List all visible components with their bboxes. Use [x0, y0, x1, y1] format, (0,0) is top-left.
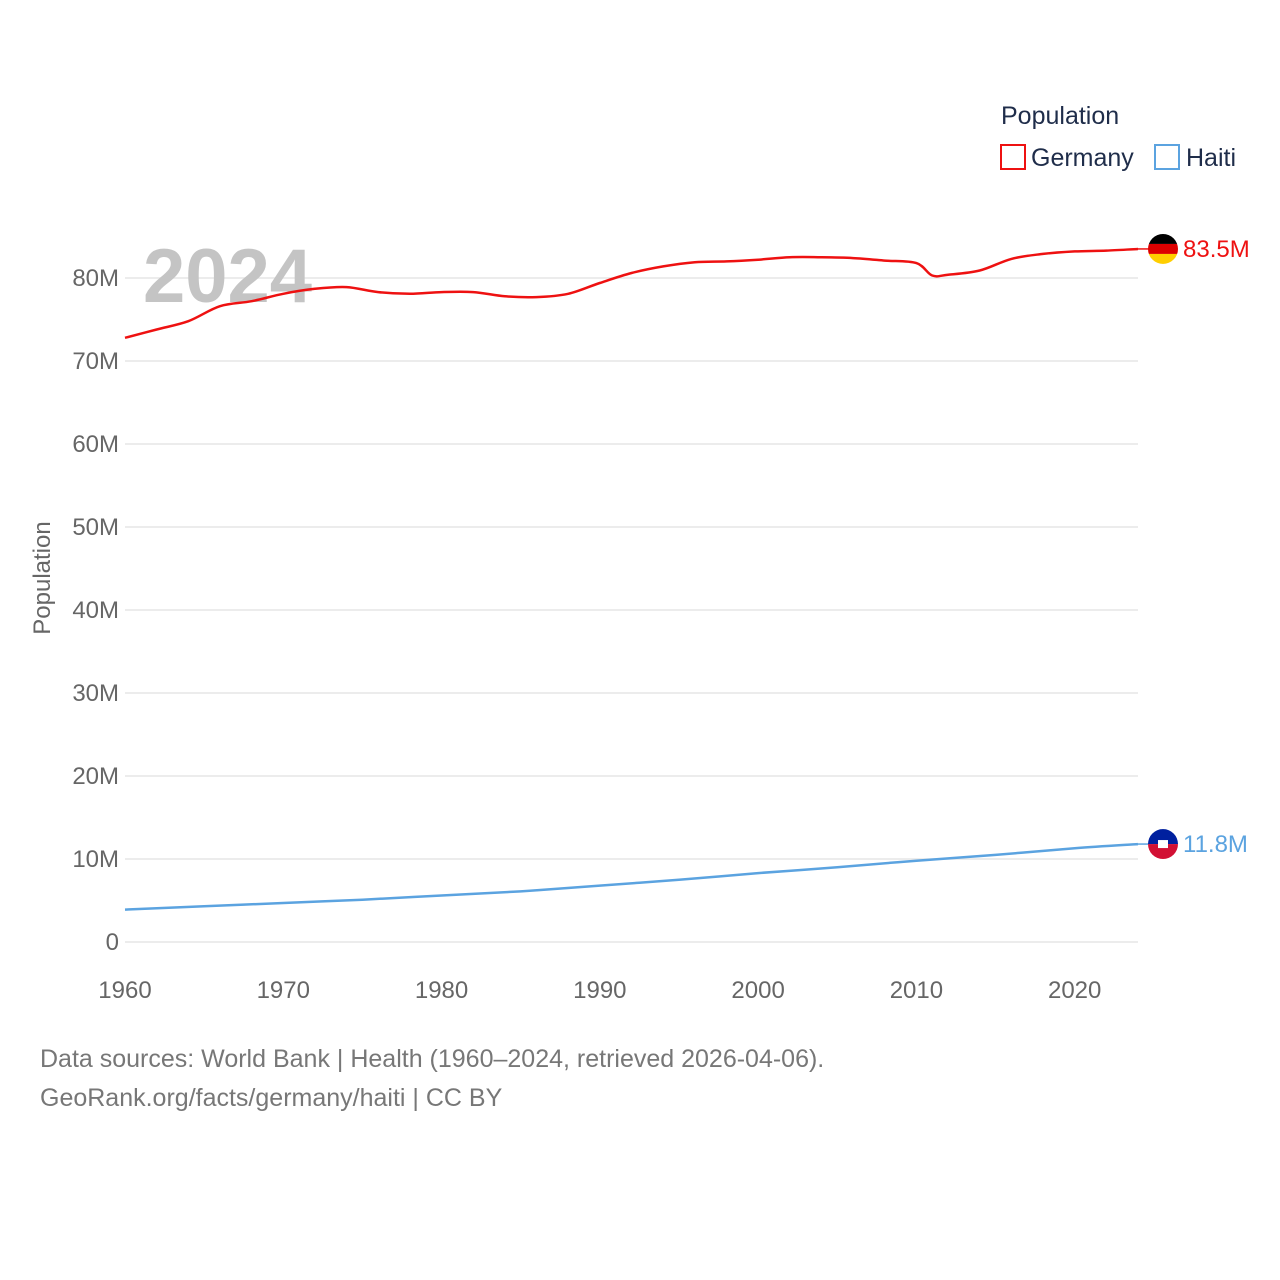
y-tick-10M: 10M — [72, 846, 119, 873]
flag-stripe — [1148, 253, 1178, 264]
y-axis-title: Population — [29, 521, 56, 634]
footer-source: Data sources: World Bank | Health (1960–… — [40, 1045, 825, 1073]
flag-stripe — [1148, 243, 1178, 254]
y-tick-0: 0 — [106, 929, 119, 956]
y-tick-80M: 80M — [72, 265, 119, 292]
series-line-germany — [124, 247, 1139, 340]
y-tick-50M: 50M — [72, 514, 119, 541]
x-tick-1960: 1960 — [98, 977, 151, 1004]
y-tick-60M: 60M — [72, 431, 119, 458]
y-tick-20M: 20M — [72, 763, 119, 790]
x-axis: 1960 1970 1980 1990 2000 2010 2020 — [98, 977, 1101, 1004]
series-lines — [124, 247, 1139, 911]
legend-swatch-haiti — [1154, 144, 1180, 170]
end-label-germany: 83.5M — [1183, 236, 1250, 263]
flag-stripe — [1148, 829, 1178, 845]
legend-title: Population — [1001, 102, 1119, 130]
legend-swatch-germany — [1000, 144, 1026, 170]
flag-stripe — [1148, 233, 1178, 244]
legend-label-germany: Germany — [1031, 144, 1134, 172]
year-watermark: 2024 — [143, 234, 312, 319]
series-line-haiti — [124, 842, 1139, 911]
x-tick-1970: 1970 — [257, 977, 310, 1004]
y-tick-30M: 30M — [72, 680, 119, 707]
legend-item-germany[interactable]: Germany — [1000, 144, 1134, 172]
haiti-flag — [1148, 829, 1178, 860]
y-tick-70M: 70M — [72, 348, 119, 375]
legend-label-haiti: Haiti — [1186, 144, 1236, 172]
y-tick-40M: 40M — [72, 597, 119, 624]
legend: Population Germany Haiti — [1000, 102, 1236, 172]
end-markers: 83.5M 11.8M — [1138, 233, 1250, 860]
y-axis: 0 10M 20M 30M 40M 50M 60M 70M 80M — [72, 265, 119, 956]
grid-lines — [125, 277, 1138, 943]
legend-item-haiti[interactable]: Haiti — [1154, 144, 1236, 172]
x-tick-1990: 1990 — [573, 977, 626, 1004]
x-tick-2020: 2020 — [1048, 977, 1101, 1004]
footer-attribution[interactable]: GeoRank.org/facts/germany/haiti | CC BY — [40, 1084, 503, 1112]
flag-emblem — [1158, 840, 1168, 849]
x-tick-2010: 2010 — [890, 977, 943, 1004]
flag-stripe — [1148, 844, 1178, 860]
x-tick-2000: 2000 — [731, 977, 784, 1004]
x-tick-1980: 1980 — [415, 977, 468, 1004]
germany-flag — [1148, 233, 1178, 264]
end-label-haiti: 11.8M — [1183, 831, 1248, 858]
